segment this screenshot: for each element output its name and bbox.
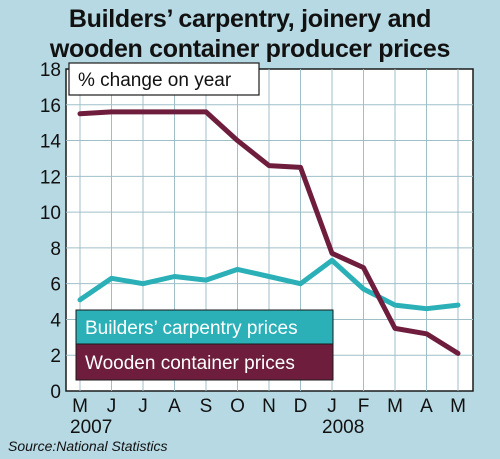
x-tick-label: J	[107, 396, 117, 417]
series-line-wooden-container	[77, 109, 461, 356]
subtitle-box	[68, 62, 260, 96]
x-tick-label: D	[294, 396, 308, 417]
y-tick-label: 10	[40, 203, 61, 224]
year-label: 2008	[322, 417, 364, 438]
y-tick-label: 2	[50, 346, 61, 367]
x-tick-label: J	[327, 396, 337, 417]
y-tick-label: 18	[40, 60, 61, 81]
x-tick-label: N	[262, 396, 276, 417]
chart-title: Builders’ carpentry, joinery and wooden …	[0, 4, 500, 64]
series-line-builders-carpentry	[77, 257, 461, 312]
x-tick-label: A	[168, 396, 181, 417]
y-tick-label: 16	[40, 96, 61, 117]
chart-title-line-1: Builders’ carpentry, joinery and	[68, 5, 432, 33]
legend-swatch	[75, 309, 334, 345]
x-tick-label: M	[72, 396, 88, 417]
legend-label: Wooden container prices	[85, 353, 295, 374]
year-label: 2007	[70, 417, 112, 438]
x-tick-label: S	[200, 396, 213, 417]
chart-subtitle: % change on year	[78, 70, 232, 91]
legend-label: Builders’ carpentry prices	[85, 318, 298, 339]
y-tick-label: 14	[40, 132, 62, 153]
y-tick-label: 12	[40, 167, 61, 188]
y-tick-label: 4	[50, 310, 61, 331]
y-tick-label: 0	[50, 382, 61, 403]
chart-title-line-2: wooden container producer prices	[49, 35, 451, 63]
x-tick-label: M	[450, 396, 466, 417]
y-tick-label: 6	[50, 275, 61, 296]
x-tick-label: M	[387, 396, 403, 417]
y-tick-label: 8	[50, 239, 61, 260]
source-note: Source:National Statistics	[8, 438, 168, 454]
x-tick-label: J	[138, 396, 148, 417]
x-tick-label: A	[420, 396, 433, 417]
x-tick-label: O	[230, 396, 245, 417]
legend-swatch	[75, 343, 334, 381]
x-tick-label: F	[358, 396, 370, 417]
